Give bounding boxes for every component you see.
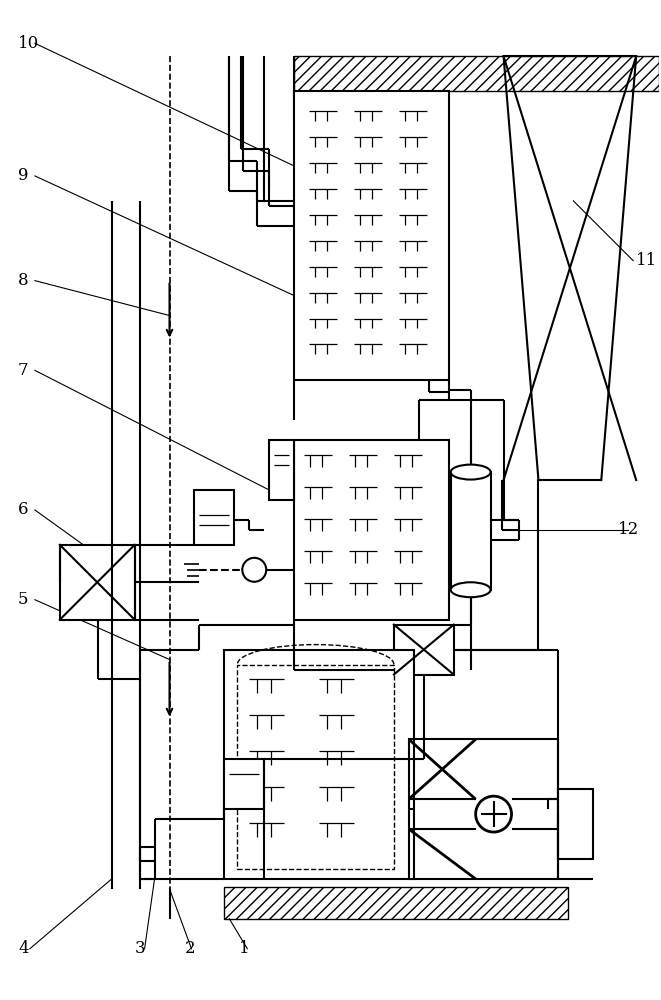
Bar (451, 472, 490, 590)
Ellipse shape (451, 465, 490, 480)
Bar (237, 665, 394, 869)
Bar (224, 650, 414, 879)
Bar (269, 440, 294, 500)
Text: 10: 10 (18, 35, 39, 52)
Bar (224, 759, 264, 809)
Circle shape (243, 558, 266, 582)
Text: 1: 1 (239, 940, 250, 957)
Bar (394, 625, 453, 675)
Text: 12: 12 (618, 521, 639, 538)
Text: 6: 6 (18, 501, 28, 518)
Text: 11: 11 (636, 252, 658, 269)
Bar (294, 56, 659, 91)
Text: 8: 8 (18, 272, 28, 289)
Text: 4: 4 (18, 940, 28, 957)
Bar (559, 789, 594, 859)
Circle shape (476, 796, 512, 832)
Bar (294, 91, 449, 380)
Text: 7: 7 (18, 362, 28, 379)
Text: 2: 2 (184, 940, 195, 957)
Bar (224, 887, 568, 919)
Ellipse shape (451, 582, 490, 597)
Text: 5: 5 (18, 591, 28, 608)
Text: 3: 3 (135, 940, 145, 957)
Bar (409, 739, 559, 879)
Text: 9: 9 (18, 167, 28, 184)
Bar (194, 490, 235, 545)
Bar (60, 545, 135, 620)
Bar (294, 440, 449, 620)
